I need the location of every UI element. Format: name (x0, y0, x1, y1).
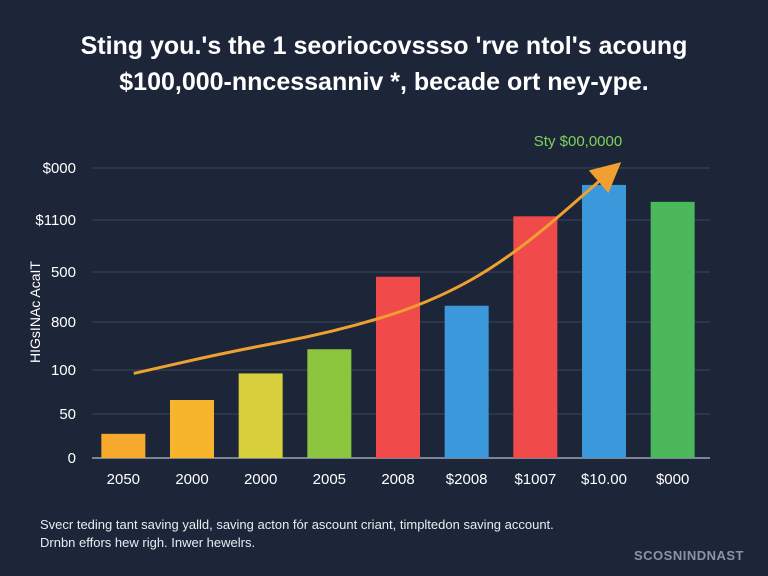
bar (444, 305, 489, 458)
bar (376, 276, 420, 458)
bars (101, 184, 695, 459)
bar (513, 216, 558, 458)
x-tick-label: 2000 (244, 471, 277, 488)
chart-title-line-2: $100,000-nncessanniv *, becade ort ney-y… (119, 68, 649, 96)
x-tick-label: 2000 (175, 471, 208, 488)
bar (307, 349, 352, 458)
x-tick-label: $10.00 (581, 471, 627, 488)
y-tick-label: 100 (51, 362, 76, 379)
bar (650, 201, 695, 459)
footnote-line-1: Svecr teding tant saving yalld, saving a… (40, 517, 554, 532)
x-tick-labels: 2050 2000 2000 2005 2008 $2008 $1007 $10.00 $000 (107, 471, 690, 488)
watermark: SCOSNINDNAST (633, 548, 744, 563)
y-tick-label: $1100 (35, 212, 76, 229)
y-tick-label: 500 (51, 264, 76, 281)
bar (238, 373, 283, 458)
chart-title-line-1: Sting you.'s the 1 seoriocovssso 'rve nt… (80, 32, 688, 60)
bar (582, 184, 626, 458)
footnote: Svecr teding tant saving yalld, saving a… (40, 516, 554, 552)
y-tick-label: 800 (51, 314, 76, 331)
x-tick-label: $1007 (514, 471, 556, 488)
footnote-line-2: Drnbn effors hew righ. Inwer hewelrs. (40, 535, 256, 550)
y-tick-label: 50 (59, 406, 76, 423)
x-tick-label: $2008 (446, 471, 488, 488)
trend-line (133, 162, 622, 375)
bar (101, 433, 146, 458)
y-tick-label: $000 (43, 160, 76, 177)
x-tick-label: 2050 (107, 471, 140, 488)
trend-label: Sty $00,0000 (534, 133, 622, 150)
bar (170, 400, 214, 458)
x-tick-label: 2005 (313, 471, 346, 488)
y-tick-label: 0 (68, 450, 76, 467)
x-tick-label: $000 (656, 471, 689, 488)
x-tick-label: 2008 (381, 471, 414, 488)
chart-title: Sting you.'s the 1 seoriocovssso 'rve nt… (0, 28, 768, 100)
y-axis-label: HIGsINAc AcaIT (27, 261, 43, 363)
